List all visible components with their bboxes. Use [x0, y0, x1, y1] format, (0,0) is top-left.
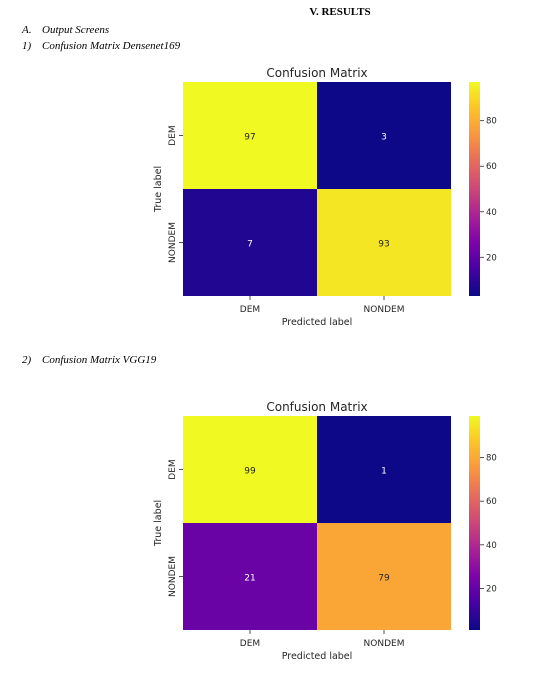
chart-title: Confusion Matrix	[266, 400, 367, 414]
cell-value-label: 79	[378, 574, 390, 584]
cell-value-label: 3	[381, 133, 387, 143]
item-2-heading: 2) Confusion Matrix VGG19	[22, 354, 156, 366]
item-1-title: Confusion Matrix Densenet169	[42, 40, 181, 52]
item-1-heading: 1) Confusion Matrix Densenet169	[22, 40, 180, 52]
x-tick-label: NONDEM	[364, 305, 405, 315]
colorbar-tick-label: 80	[486, 453, 497, 463]
heatmap-cell	[183, 523, 317, 630]
colorbar	[469, 82, 480, 296]
y-axis-label: True label	[153, 500, 164, 547]
heatmap-cell	[317, 82, 451, 189]
heatmap-cell	[183, 82, 317, 189]
x-tick-label: DEM	[240, 639, 260, 649]
y-tick-label: DEM	[168, 459, 178, 479]
x-tick-label: DEM	[240, 305, 260, 315]
x-axis-label: Predicted label	[282, 317, 353, 328]
confusion-matrix-vgg19: 99 1 21 79 Confusion Matrix DEM NONDEM Predicte…	[153, 400, 497, 662]
colorbar	[469, 416, 480, 630]
confusion-matrix-densenet169: 97 3 7 93 Confusion Matrix DEM NONDEM Predicted…	[153, 66, 497, 328]
colorbar-tick-label: 20	[486, 585, 497, 595]
colorbar-tick-label: 60	[486, 162, 497, 172]
x-tick-label: NONDEM	[364, 639, 405, 649]
heatmap-cell	[183, 416, 317, 523]
item-2-title: Confusion Matrix VGG19	[42, 354, 157, 366]
subsection-a-title: Output Screens	[42, 24, 110, 36]
heatmap-cell	[183, 189, 317, 296]
item-1-number: 1)	[22, 40, 32, 52]
colorbar-tick-label: 80	[486, 117, 497, 127]
colorbar-tick-label: 60	[486, 497, 497, 507]
cell-value-label: 7	[247, 240, 253, 250]
y-tick-label: DEM	[168, 125, 178, 145]
item-2-number: 2)	[22, 354, 32, 366]
y-tick-label: NONDEM	[168, 556, 178, 597]
y-axis-label: True label	[153, 166, 164, 213]
heatmap-cell	[317, 416, 451, 523]
cell-value-label: 97	[244, 133, 255, 143]
cell-value-label: 93	[378, 240, 389, 250]
colorbar-tick-label: 40	[486, 541, 497, 551]
chart-title: Confusion Matrix	[266, 66, 367, 80]
colorbar-tick-label: 20	[486, 253, 497, 263]
cell-value-label: 21	[244, 574, 255, 584]
heatmap-cell	[317, 189, 451, 296]
subsection-a-number: A.	[22, 24, 32, 36]
cell-value-label: 99	[244, 467, 256, 477]
cell-value-label: 1	[381, 467, 387, 477]
colorbar-tick-label: 40	[486, 208, 497, 218]
heatmap-cell	[317, 523, 451, 630]
y-tick-label: NONDEM	[168, 222, 178, 263]
x-axis-label: Predicted label	[282, 651, 353, 662]
section-heading: V. RESULTS	[309, 6, 371, 18]
subsection-a-heading: A. Output Screens	[22, 24, 109, 36]
